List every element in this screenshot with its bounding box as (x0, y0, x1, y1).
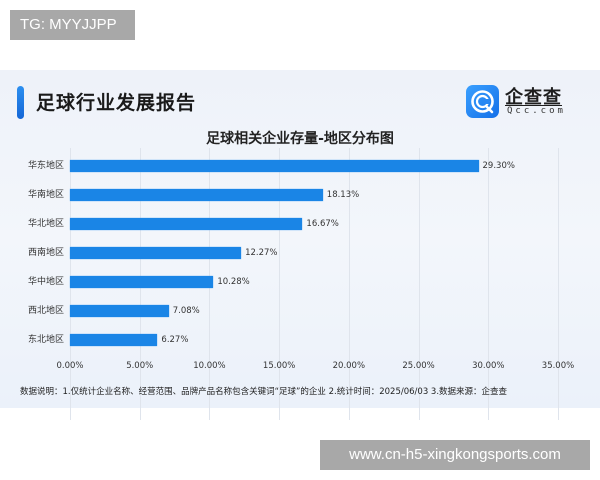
report-card: 足球行业发展报告 企查查 Qcc.com 足球相关企业存量-地区分布图 0.00… (0, 70, 600, 420)
x-tick-label: 35.00% (541, 361, 575, 371)
gridline (488, 148, 490, 420)
gridline (558, 148, 559, 420)
bar (70, 189, 323, 201)
bar (70, 276, 214, 288)
logo-name-en: Qcc.com (507, 106, 566, 116)
gridline (348, 148, 350, 420)
category-label: 华东地区 (27, 161, 64, 171)
x-tick-label: 10.00% (193, 361, 226, 371)
value-label: 7.08% (172, 306, 200, 316)
watermark-bottom: www.cn-h5-xingkongsports.com (320, 440, 590, 470)
bar (70, 247, 242, 259)
value-label: 12.27% (245, 248, 278, 258)
category-label: 西南地区 (27, 248, 64, 258)
category-label: 西北地区 (27, 306, 64, 316)
gridline (279, 148, 281, 420)
logo-name-cn: 企查查 (505, 87, 562, 108)
data-footnote: 数据说明：1.仅统计企业名称、经营范围、品牌产品名称包含关键词“足球”的企业 2… (20, 387, 508, 397)
chart-title: 足球相关企业存量-地区分布图 (206, 131, 394, 147)
x-tick-label: 30.00% (472, 361, 505, 371)
bar (70, 334, 158, 346)
value-label: 18.13% (326, 190, 360, 200)
bar (70, 218, 303, 230)
report-title: 足球行业发展报告 (36, 92, 197, 114)
bar-chart: 0.00% 5.00% 10.00% 15.00% 20.00% 25.00% 30.00%… (0, 70, 600, 420)
value-label: 16.67% (306, 219, 339, 229)
x-tick-label: 20.00% (332, 361, 366, 371)
x-tick-label: 15.00% (262, 361, 296, 371)
x-tick-label: 0.00% (56, 361, 84, 371)
bar (70, 160, 479, 172)
watermark-top: TG: MYYJJPP (10, 10, 135, 40)
value-label: 6.27% (161, 335, 189, 345)
category-label: 华北地区 (27, 219, 64, 229)
bar (70, 305, 169, 317)
value-label: 10.28% (217, 277, 250, 287)
category-label: 华中地区 (27, 277, 64, 287)
title-accent-bar (17, 86, 24, 119)
gridline (418, 148, 420, 420)
category-label: 华南地区 (27, 190, 64, 200)
x-tick-label: 5.00% (126, 361, 154, 371)
category-label: 东北地区 (27, 335, 64, 345)
value-label: 29.30% (482, 161, 515, 171)
qcc-logo-icon (466, 85, 499, 118)
x-tick-label: 25.00% (402, 361, 435, 371)
